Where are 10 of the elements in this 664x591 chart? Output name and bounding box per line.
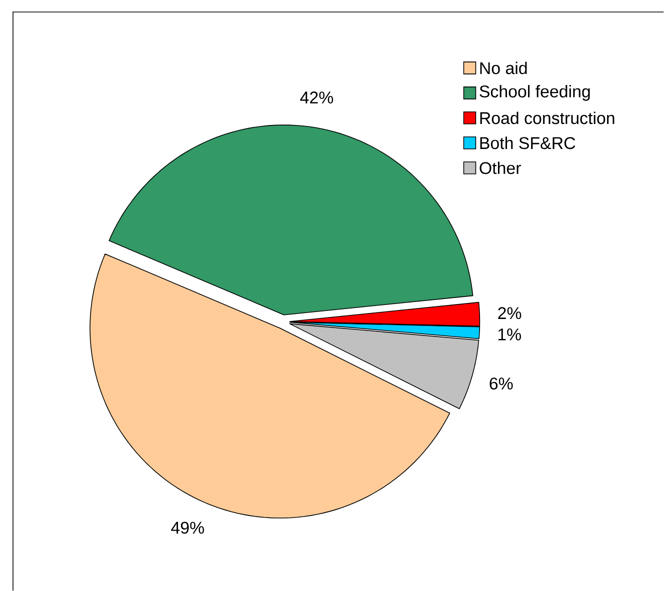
legend-label: Other — [480, 162, 521, 174]
data-label: 1% — [498, 328, 521, 340]
legend-label: School feeding — [480, 85, 590, 101]
legend-label: Both SF&RC — [480, 136, 576, 150]
data-label: 42% — [300, 91, 334, 104]
legend-label: Road construction — [480, 112, 614, 124]
legend-label: No aid — [480, 62, 527, 74]
data-label: 49% — [171, 522, 204, 534]
data-label: 2% — [498, 307, 522, 320]
data-label: 6% — [490, 378, 513, 390]
